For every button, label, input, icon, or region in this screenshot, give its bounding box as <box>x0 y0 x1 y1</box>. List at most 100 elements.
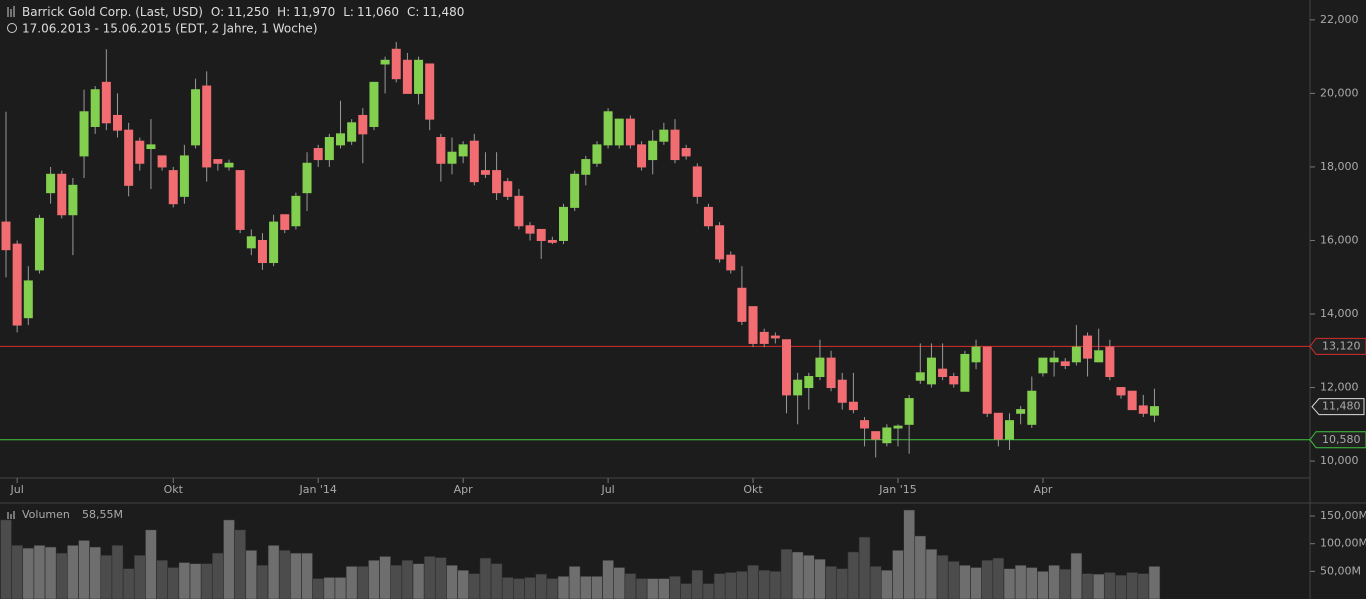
candle-body <box>581 159 591 175</box>
candle-body <box>893 425 903 429</box>
level-label: 13,120 <box>1322 339 1361 352</box>
level-label: 10,580 <box>1322 433 1361 446</box>
volume-bar <box>825 566 837 599</box>
candle-body <box>57 173 67 216</box>
candle-body <box>224 162 234 168</box>
volume-bar <box>591 576 603 599</box>
volume-bar <box>479 557 492 599</box>
volume-bar <box>580 576 592 599</box>
volume-bar <box>156 560 168 599</box>
volume-bar <box>435 557 447 599</box>
y-tick-label: 18,000 <box>1320 160 1359 173</box>
candle-body <box>960 353 970 392</box>
candle-body <box>46 173 56 194</box>
volume-bar <box>646 578 659 599</box>
volume-bar <box>1148 566 1161 599</box>
volume-bar <box>502 577 514 599</box>
candle-body <box>770 335 780 339</box>
candle-body <box>324 137 334 161</box>
candle-body <box>1116 387 1126 396</box>
y-tick-label: 10,000 <box>1320 454 1359 467</box>
volume-bar <box>301 552 313 599</box>
candle-body <box>715 225 725 260</box>
volume-bar <box>468 573 481 599</box>
y-tick-label: 14,000 <box>1320 307 1359 320</box>
volume-bar <box>1104 572 1116 599</box>
volume-bar <box>122 568 135 599</box>
volume-bar <box>881 569 893 599</box>
candle-body <box>648 140 658 161</box>
volume-bar <box>457 569 469 599</box>
candle-body <box>68 184 78 216</box>
clock-icon <box>7 23 17 33</box>
candle-body <box>1083 335 1093 359</box>
volume-bar <box>736 571 748 599</box>
volume-bar <box>189 563 202 599</box>
candle-body <box>90 89 100 127</box>
volume-bar <box>357 566 369 599</box>
volume-bar <box>680 583 692 599</box>
candle-body <box>860 420 870 429</box>
candle-body <box>547 239 557 243</box>
volume-label: 58,55M <box>82 508 123 521</box>
volume-bar <box>769 571 782 599</box>
volume-bar <box>145 529 157 599</box>
candle-body <box>124 129 134 186</box>
volume-bar <box>814 558 826 599</box>
volume-bar <box>568 566 581 599</box>
volume-bar <box>725 572 737 599</box>
last-price-label: 11,480 <box>1322 400 1361 413</box>
candle-body <box>157 155 167 168</box>
candle-body <box>804 376 814 389</box>
candle-body <box>191 89 201 146</box>
y-tick-label: 20,000 <box>1320 86 1359 99</box>
volume-bar <box>223 519 235 599</box>
volume-bar <box>624 573 637 599</box>
volume-bar <box>669 576 681 599</box>
candle-body <box>492 170 502 194</box>
quote-label: L: <box>343 5 354 19</box>
quote: O: 11,250 H: 11,970 L: 11,060 C: 11,480 <box>211 5 465 19</box>
volume-bar <box>423 556 436 599</box>
volume-bar <box>992 557 1005 599</box>
last-price-tag <box>1311 398 1365 416</box>
candle-body <box>971 346 981 363</box>
candle-body <box>625 118 635 146</box>
volume-bar <box>245 550 258 599</box>
candle-body <box>480 170 490 175</box>
volume-bar <box>747 565 759 599</box>
candle-body <box>347 122 357 142</box>
volume-bar <box>903 509 915 599</box>
candle-body <box>402 59 412 94</box>
volume-bar <box>323 577 336 599</box>
volume-bar <box>892 550 904 599</box>
candle-body <box>826 357 836 389</box>
candle-body <box>1060 361 1070 366</box>
candle-body <box>358 114 368 135</box>
candle-body <box>525 225 535 234</box>
candle-body <box>1027 390 1037 425</box>
candle-body <box>559 206 568 241</box>
volume-bar <box>1048 565 1060 599</box>
volume-bar <box>22 547 35 599</box>
candle-body <box>280 214 290 230</box>
candle-body <box>1105 346 1115 378</box>
candle-body <box>146 144 156 150</box>
candle-body <box>748 306 758 344</box>
candle-body <box>737 287 747 322</box>
volume-bar <box>858 536 871 599</box>
candle-body <box>536 228 546 241</box>
candle-body <box>614 118 624 146</box>
volume-bar <box>1059 568 1071 599</box>
volume-title: Volumen <box>22 508 70 521</box>
volume-bar <box>279 550 291 599</box>
candle-body <box>369 81 379 127</box>
candle-body <box>101 81 111 124</box>
x-tick-label: Jan '14 <box>298 483 336 496</box>
chart-subtitle: 17.06.2013 - 15.06.2015 (EDT, 2 Jahre, 1… <box>22 22 318 36</box>
x-tick-label: Okt <box>743 483 763 496</box>
candle-body <box>848 401 858 411</box>
volume-bar <box>1092 573 1105 599</box>
